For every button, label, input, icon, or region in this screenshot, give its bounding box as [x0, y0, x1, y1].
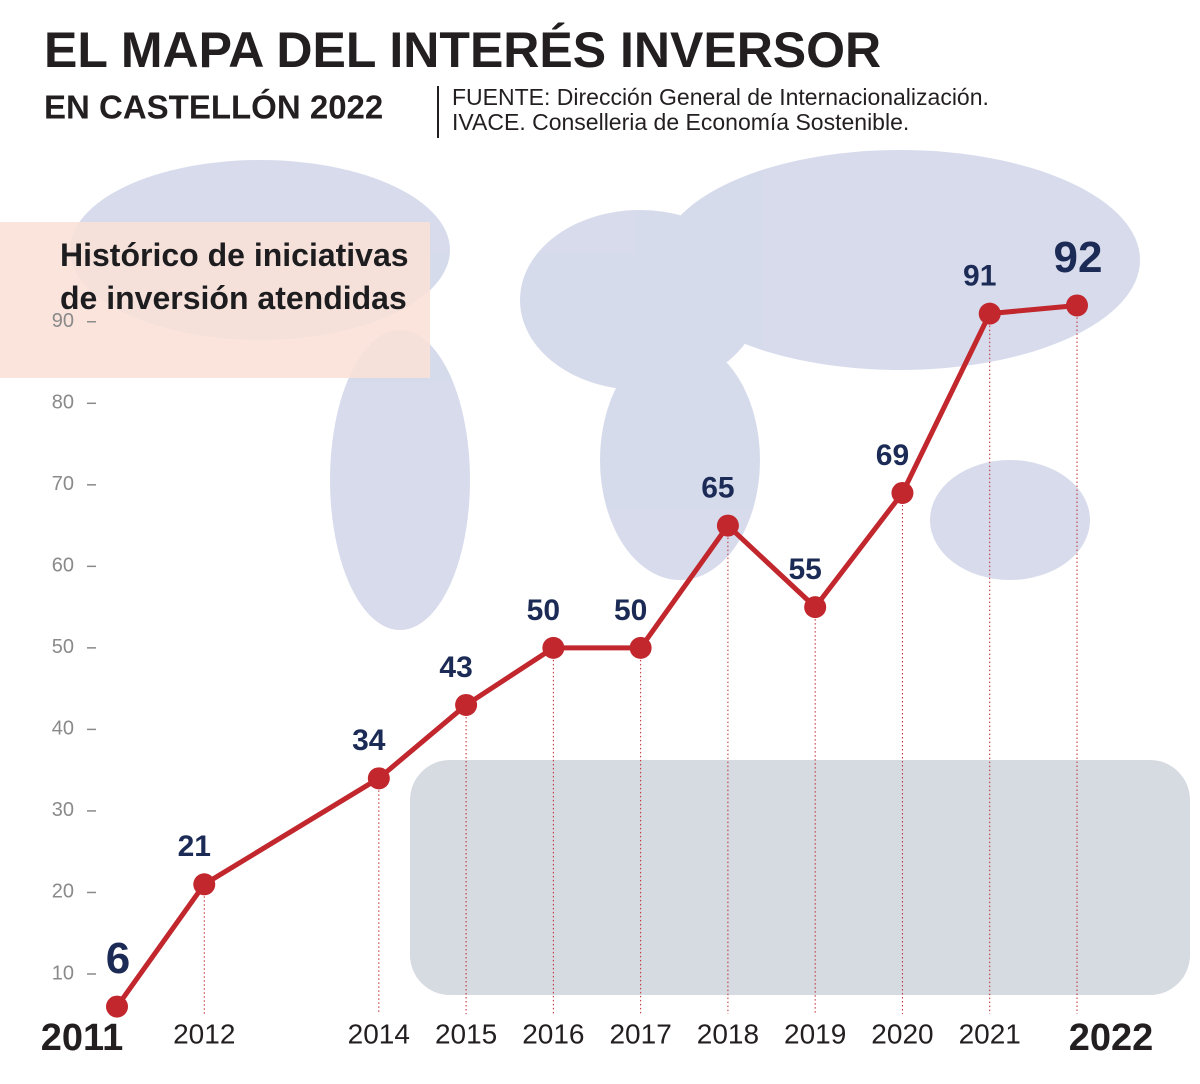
y-tick-label: 40	[52, 718, 74, 740]
x-tick-label: 2017	[609, 1018, 671, 1049]
data-label: 6	[106, 934, 130, 983]
data-label: 65	[701, 472, 734, 505]
y-tick-label: 10	[52, 962, 74, 984]
x-tick-label: 2014	[348, 1018, 410, 1049]
source: FUENTE: Dirección General de Internacion…	[452, 84, 989, 110]
x-tick-label: 2012	[173, 1018, 235, 1049]
data-point	[629, 636, 652, 659]
people-decoration	[410, 760, 1190, 995]
y-tick-label: 90	[52, 310, 74, 332]
data-point	[193, 873, 216, 896]
data-label: 21	[178, 830, 211, 863]
y-tick-label: 20	[52, 881, 74, 903]
data-point	[106, 995, 128, 1018]
data-point	[891, 481, 914, 504]
data-label: 69	[876, 439, 909, 472]
x-tick-label: 2020	[871, 1018, 933, 1049]
annotation-box	[0, 222, 430, 378]
data-label: 50	[527, 594, 560, 627]
annotation: Histórico de iniciativas de inversión at…	[60, 237, 409, 316]
source: IVACE. Conselleria de Economía Sostenibl…	[452, 109, 909, 135]
data-point	[367, 767, 390, 790]
y-tick-label: 80	[52, 392, 74, 414]
y-tick-label: 50	[52, 636, 74, 658]
x-tick-label: 2022	[1069, 1017, 1154, 1059]
data-label: 91	[963, 260, 996, 293]
x-tick-label: 2016	[522, 1018, 584, 1049]
data-point	[804, 596, 827, 619]
data-label: 92	[1054, 233, 1103, 282]
data-point	[542, 636, 565, 659]
chart-title: EL MAPA DEL INTERÉS INVERSOR	[44, 22, 881, 78]
x-tick-label: 2021	[959, 1018, 1021, 1049]
x-tick-label: 2015	[435, 1018, 497, 1049]
data-label: 43	[439, 651, 472, 684]
y-tick-label: 60	[52, 555, 74, 577]
data-point	[455, 693, 478, 716]
y-tick-label: 70	[52, 473, 74, 495]
x-tick-label: 2011	[41, 1017, 123, 1059]
chart-subtitle: EN CASTELLÓN 2022	[44, 89, 383, 126]
data-point	[978, 302, 1001, 325]
data-point	[1066, 294, 1088, 317]
data-label: 55	[788, 553, 821, 586]
y-tick-label: 30	[52, 799, 74, 821]
x-tick-label: 2019	[784, 1018, 846, 1049]
x-tick-label: 2018	[697, 1018, 759, 1049]
data-point	[716, 514, 739, 537]
data-label: 34	[352, 724, 386, 757]
data-label: 50	[614, 594, 647, 627]
